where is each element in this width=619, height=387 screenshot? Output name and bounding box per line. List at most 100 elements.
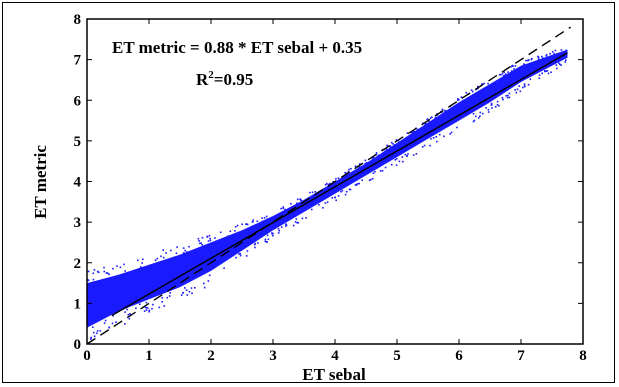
data-point	[341, 189, 344, 192]
data-point	[379, 170, 382, 172]
data-point	[146, 307, 149, 309]
data-point	[372, 172, 375, 174]
data-point	[431, 116, 433, 118]
x-tick-label: 6	[455, 348, 463, 364]
data-point	[450, 107, 452, 109]
data-point	[124, 270, 126, 272]
y-tick-label: 7	[74, 53, 82, 69]
data-point	[473, 119, 476, 122]
data-point	[412, 154, 415, 156]
data-point	[479, 111, 482, 114]
data-point	[310, 208, 313, 211]
data-point	[314, 191, 317, 193]
data-point	[516, 88, 519, 91]
data-point	[337, 195, 340, 197]
y-tick-label: 3	[74, 215, 82, 231]
data-point	[560, 64, 562, 66]
data-point	[116, 265, 118, 267]
data-point	[256, 220, 259, 222]
data-point	[184, 287, 186, 289]
data-point	[538, 77, 541, 80]
data-point	[278, 229, 280, 232]
data-point	[184, 249, 186, 252]
data-point	[253, 243, 256, 246]
data-point	[434, 116, 437, 119]
data-point	[272, 232, 274, 235]
data-point	[364, 163, 366, 165]
data-point	[203, 282, 205, 285]
data-point	[554, 49, 557, 52]
data-point	[426, 118, 429, 120]
data-point	[430, 137, 432, 140]
data-point	[487, 111, 490, 113]
data-point	[186, 251, 188, 253]
data-point	[165, 252, 167, 254]
data-point	[350, 167, 352, 170]
data-point	[97, 271, 100, 274]
data-point	[498, 105, 500, 107]
data-point	[470, 89, 473, 91]
data-point	[340, 190, 342, 193]
data-point	[348, 168, 350, 171]
data-point	[148, 310, 150, 313]
data-point	[208, 234, 211, 237]
data-point	[553, 53, 555, 55]
point-cloud	[87, 49, 568, 340]
r-squared-exponent: 2	[208, 69, 214, 81]
data-point	[407, 153, 409, 155]
data-point	[364, 159, 367, 162]
data-point	[182, 291, 184, 294]
y-tick-label: 6	[74, 93, 82, 109]
data-point	[311, 191, 314, 194]
data-point	[523, 63, 525, 66]
data-point	[394, 159, 397, 161]
data-point	[471, 90, 474, 93]
data-point	[264, 240, 267, 243]
data-point	[246, 250, 249, 252]
data-point	[358, 182, 360, 185]
data-point	[180, 294, 183, 296]
x-tick-label: 2	[207, 348, 215, 364]
data-point	[490, 102, 493, 105]
data-point	[401, 156, 404, 158]
data-point	[503, 71, 505, 74]
data-point	[507, 94, 509, 97]
data-point	[261, 220, 264, 223]
data-point	[545, 55, 548, 57]
data-point	[176, 246, 178, 248]
data-point	[456, 126, 458, 129]
data-point	[92, 331, 95, 334]
data-point	[424, 123, 427, 126]
data-point	[111, 322, 114, 325]
data-point	[343, 175, 346, 177]
data-point	[419, 128, 422, 130]
data-point	[393, 144, 396, 146]
data-point	[200, 242, 202, 244]
data-point	[502, 98, 504, 101]
data-point	[254, 246, 256, 249]
data-point	[522, 86, 524, 89]
data-point	[542, 57, 545, 60]
data-point	[432, 137, 435, 139]
data-point	[290, 203, 292, 205]
data-point	[92, 278, 95, 281]
data-point	[90, 338, 92, 340]
identity-line	[86, 26, 571, 345]
data-point	[208, 274, 211, 277]
data-point	[450, 131, 453, 134]
data-point	[395, 158, 398, 160]
data-point	[498, 73, 501, 76]
data-point	[390, 141, 393, 144]
data-point	[354, 184, 357, 186]
data-point	[282, 206, 285, 208]
data-point	[541, 55, 543, 58]
regression-line	[111, 52, 568, 317]
data-point	[358, 167, 360, 170]
y-tick-label: 5	[74, 134, 82, 150]
data-point	[201, 243, 203, 246]
data-point	[194, 287, 196, 289]
data-point	[475, 115, 477, 118]
data-point	[238, 253, 240, 255]
data-point	[229, 230, 232, 233]
data-point	[413, 130, 416, 133]
